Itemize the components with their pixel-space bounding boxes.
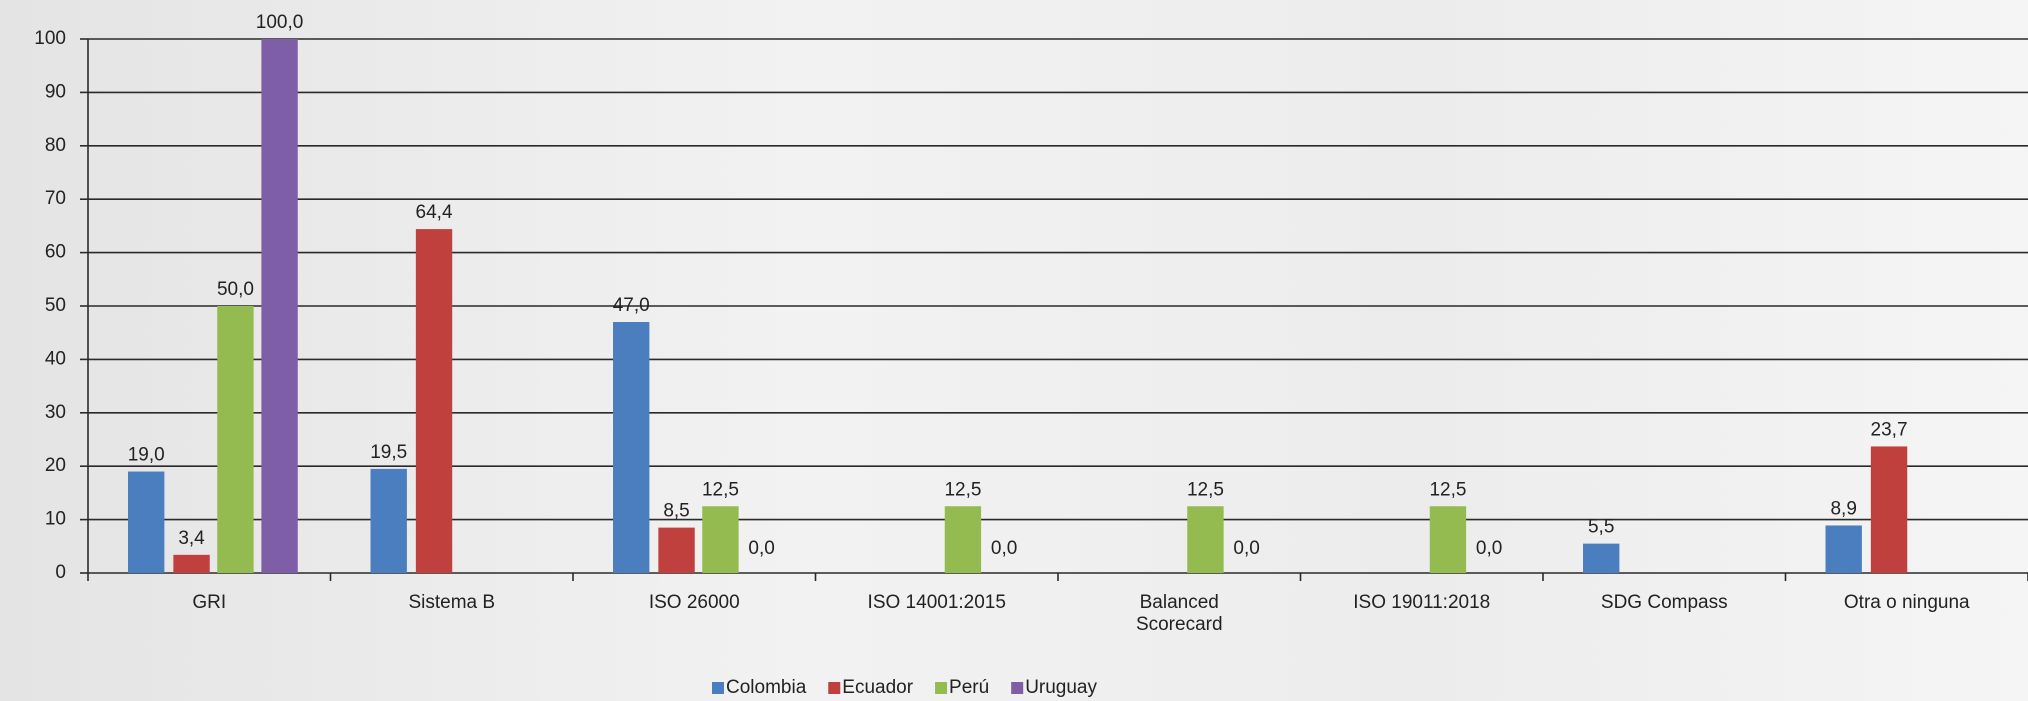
bar	[1583, 543, 1620, 573]
data-label: 100,0	[256, 12, 304, 33]
data-label: 0,0	[991, 538, 1017, 559]
x-tick-label: GRI	[192, 592, 226, 613]
legend-swatch	[1011, 682, 1024, 694]
data-label: 12,5	[1429, 479, 1466, 500]
bar	[944, 506, 982, 573]
legend-label: Ecuador	[842, 677, 913, 698]
bar	[128, 471, 165, 573]
y-tick-label: 80	[45, 135, 66, 156]
data-label: 8,5	[663, 501, 689, 522]
y-tick-label: 70	[45, 188, 66, 209]
data-label: 64,4	[416, 202, 453, 223]
y-tick-label: 10	[45, 509, 66, 530]
x-tick-label: ISO 19011:2018	[1353, 592, 1490, 613]
x-tick-label: Balanced Scorecard	[1136, 592, 1223, 635]
bar	[1429, 506, 1467, 573]
x-tick-label: Sistema B	[408, 592, 495, 613]
legend-swatch	[828, 682, 841, 694]
bar	[217, 306, 254, 573]
y-tick-label: 60	[45, 242, 66, 263]
legend-swatch	[712, 682, 724, 694]
bar	[702, 506, 739, 573]
x-tick-label: ISO 14001:2015	[868, 592, 1006, 613]
legend-label: Perú	[949, 677, 989, 698]
data-label: 50,0	[217, 279, 254, 300]
data-label: 19,0	[128, 445, 165, 466]
y-tick-label: 90	[45, 81, 66, 102]
data-label: 19,5	[370, 442, 407, 463]
x-tick-label: Otra o ninguna	[1844, 592, 1970, 613]
data-label: 3,4	[178, 528, 205, 549]
data-label: 12,5	[1187, 479, 1224, 500]
data-label: 23,7	[1871, 419, 1908, 440]
y-tick-label: 100	[34, 28, 66, 49]
data-label: 0,0	[1476, 538, 1502, 559]
bar	[613, 322, 650, 573]
bar	[658, 527, 695, 573]
y-tick-label: 50	[45, 295, 66, 316]
legend-label: Uruguay	[1025, 677, 1097, 698]
y-tick-label: 30	[45, 402, 66, 423]
bar	[370, 468, 407, 573]
data-label: 5,5	[1588, 517, 1614, 538]
y-tick-label: 0	[55, 562, 66, 583]
x-tick-label: ISO 26000	[649, 592, 740, 613]
bar	[1825, 525, 1862, 573]
y-tick-label: 40	[45, 348, 66, 369]
legend-swatch	[935, 682, 948, 694]
bar	[415, 229, 453, 573]
bar	[1870, 446, 1908, 573]
data-label: 8,9	[1830, 498, 1856, 519]
y-tick-label: 20	[45, 455, 66, 476]
bar	[173, 554, 210, 573]
bar	[261, 39, 298, 573]
data-label: 0,0	[748, 538, 774, 559]
data-label: 0,0	[1233, 538, 1259, 559]
data-label: 47,0	[613, 295, 650, 316]
x-tick-label: SDG Compass	[1601, 592, 1728, 613]
data-label: 12,5	[944, 479, 981, 500]
legend-label: Colombia	[726, 677, 807, 698]
data-label: 12,5	[702, 479, 739, 500]
bar	[1187, 506, 1224, 573]
